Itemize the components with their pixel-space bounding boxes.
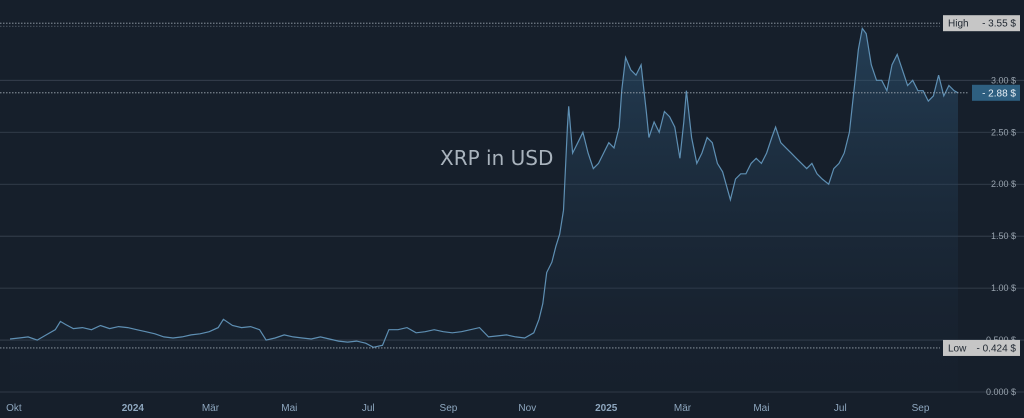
x-tick-label: Mär bbox=[202, 403, 220, 414]
high-tag-label: High bbox=[948, 19, 969, 30]
price-tags: High - 3.55 $ Low - 0.424 $ - 2.88 $ bbox=[943, 15, 1020, 356]
reference-lines bbox=[0, 22, 968, 349]
chart-title: XRP in USD bbox=[440, 146, 553, 170]
low-tag-value: - 0.424 $ bbox=[977, 343, 1017, 354]
x-tick-label: Mai bbox=[753, 403, 769, 414]
current-price-tag-value: - 2.88 $ bbox=[982, 88, 1016, 99]
price-area bbox=[10, 28, 958, 393]
high-tag-box bbox=[943, 15, 1020, 32]
x-tick-label: Mai bbox=[281, 403, 297, 414]
y-tick-label: 0.000 $ bbox=[986, 387, 1016, 397]
x-tick-label: Jul bbox=[362, 403, 375, 414]
y-tick-label: 1.50 $ bbox=[991, 231, 1016, 241]
x-tick-label: Jul bbox=[834, 403, 847, 414]
x-tick-label: Mär bbox=[674, 403, 692, 414]
high-tag-value: - 3.55 $ bbox=[982, 19, 1016, 30]
price-line bbox=[9, 26, 959, 348]
x-tick-label: 2024 bbox=[122, 403, 145, 414]
x-tick-label: Sep bbox=[912, 403, 930, 414]
x-tick-label: Sep bbox=[440, 403, 458, 414]
y-tick-label: 1.00 $ bbox=[991, 283, 1016, 293]
x-tick-label: Okt bbox=[6, 403, 22, 414]
y-tick-label: 2.50 $ bbox=[991, 127, 1016, 137]
current-price-tag-box bbox=[972, 84, 1020, 101]
low-tag-box bbox=[943, 339, 1020, 356]
y-tick-label: 2.00 $ bbox=[991, 179, 1016, 189]
x-tick-label: 2025 bbox=[595, 403, 618, 414]
y-tick-label: 3.00 $ bbox=[991, 75, 1016, 85]
x-axis-ticks: Okt 2024 Mär Mai Jul Sep Nov 2025 Mär Mai Jul Sep bbox=[6, 403, 930, 414]
low-tag-label: Low bbox=[948, 343, 967, 354]
x-tick-label: Nov bbox=[518, 403, 536, 414]
